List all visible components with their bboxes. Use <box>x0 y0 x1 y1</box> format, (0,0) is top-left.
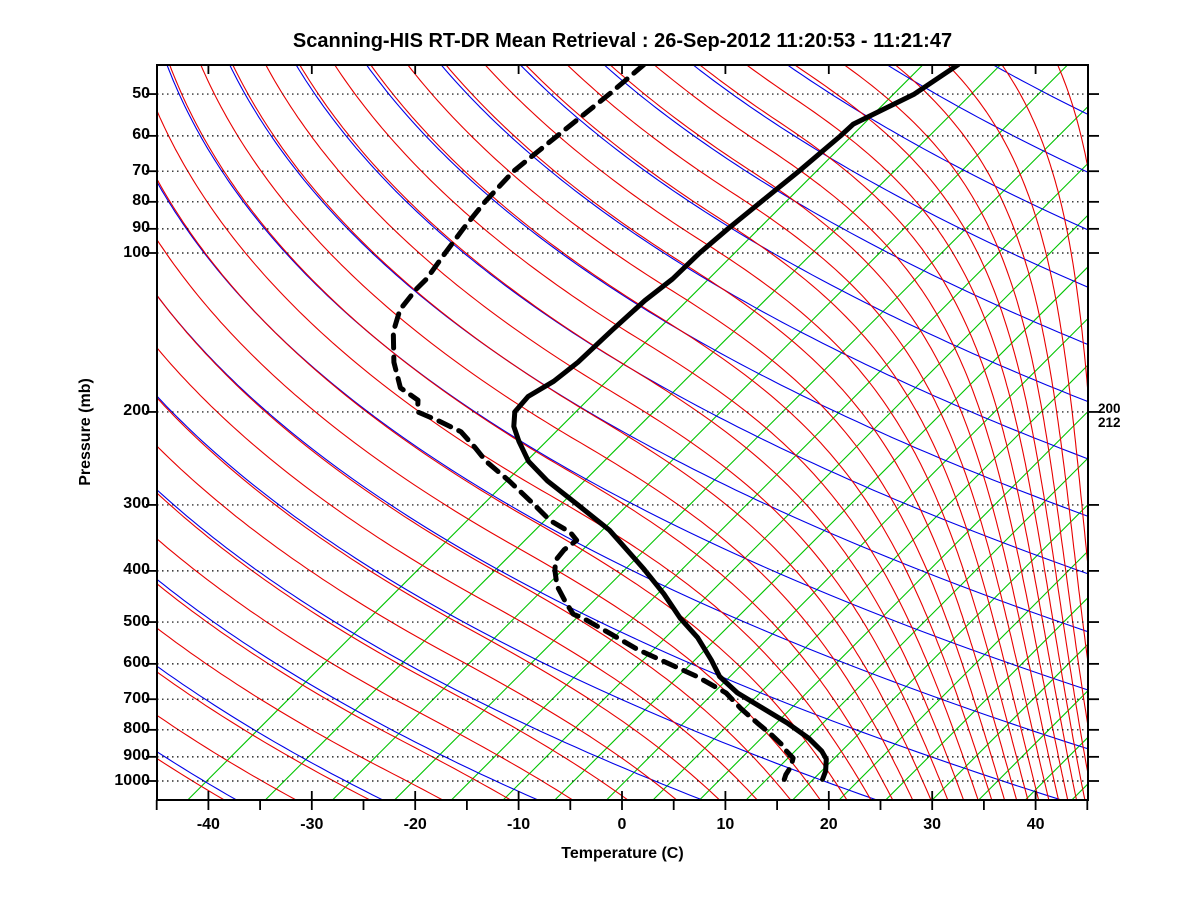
y-tick-label-800: 800 <box>123 720 150 738</box>
y-tick-label-600: 600 <box>123 654 150 672</box>
y-tick-label-1000: 1000 <box>114 771 150 789</box>
y-tick-label-700: 700 <box>123 689 150 707</box>
pressure-gridlines <box>157 93 1088 782</box>
x-tick-label--10: -10 <box>507 816 531 833</box>
x-tick-label-20: 20 <box>819 816 838 833</box>
y-tick-label-80: 80 <box>132 192 150 210</box>
dry-adiabat-lines <box>157 65 1088 800</box>
plot-area <box>157 65 1088 800</box>
annotation-line-1: 200 <box>1098 401 1121 416</box>
temperature-profile <box>511 65 961 782</box>
y-tick-label-50: 50 <box>132 84 150 102</box>
y-tick-label-200: 200 <box>123 402 150 420</box>
axis-ticks <box>146 65 1099 810</box>
x-tick-label--30: -30 <box>300 816 324 833</box>
x-tick-label-10: 10 <box>716 816 735 833</box>
x-tick-label-30: 30 <box>923 816 942 833</box>
y-tick-label-400: 400 <box>123 561 150 579</box>
y-tick-label-70: 70 <box>132 161 150 179</box>
moist-adiabat-lines <box>157 65 1088 800</box>
y-tick-label-300: 300 <box>123 495 150 513</box>
isotherm-lines <box>187 65 1088 800</box>
page-title: Scanning-HIS RT-DR Mean Retrieval : 26-S… <box>292 30 953 52</box>
x-tick-label--40: -40 <box>196 816 220 833</box>
x-axis-label: Temperature (C) <box>561 845 684 862</box>
tropopause-annotation: 200 212 <box>1098 402 1121 430</box>
y-tick-label-100: 100 <box>123 243 150 261</box>
dewpoint-profile <box>390 65 796 782</box>
y-tick-label-500: 500 <box>123 612 150 630</box>
annotation-line-2: 212 <box>1098 415 1121 430</box>
sounding-profiles <box>390 65 961 782</box>
y-axis-label: Pressure (mb) <box>77 378 94 486</box>
y-tick-label-900: 900 <box>123 747 150 765</box>
y-tick-label-60: 60 <box>132 126 150 144</box>
y-tick-label-90: 90 <box>132 219 150 237</box>
x-tick-label-0: 0 <box>617 816 627 833</box>
x-tick-label-40: 40 <box>1026 816 1045 833</box>
x-tick-label--20: -20 <box>403 816 427 833</box>
